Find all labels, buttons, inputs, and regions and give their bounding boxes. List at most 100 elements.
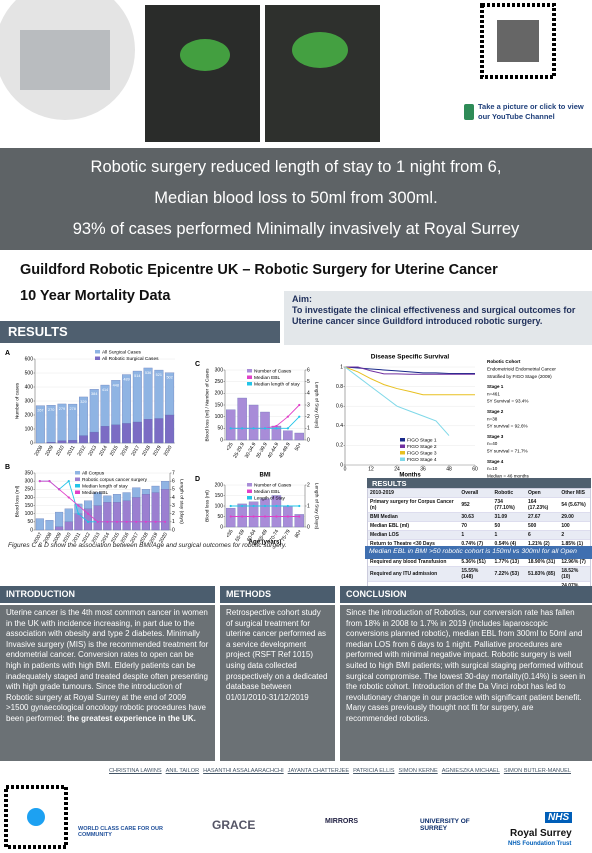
section-heading: CONCLUSION — [340, 586, 592, 603]
table-cell: Median EBL (ml) — [368, 521, 460, 531]
table-cell: 27.67 — [525, 512, 560, 522]
annotation: 5Y survival = 92.6% — [487, 424, 528, 429]
legend-label: FIGO Stage 3 — [407, 450, 437, 456]
table-cell: 164 (17.23%) — [525, 497, 560, 513]
twitter-icon[interactable] — [27, 808, 45, 826]
logo: WORLD CLASS CARE FOR OUR COMMUNITY — [78, 826, 163, 838]
y-tick-label: 0.2 — [336, 443, 343, 449]
y-tick-label: 0.4 — [336, 423, 343, 429]
y2-tick-label: 4 — [307, 391, 310, 397]
table-cell: 18.52% (10) — [559, 566, 590, 582]
legend-label: Robotic corpus cancer surgery — [82, 477, 148, 483]
x-tick-label: 75-79 — [280, 528, 292, 542]
data-label: 489 — [123, 378, 129, 382]
bar — [64, 521, 73, 531]
y2-tick-label: 3 — [307, 402, 310, 408]
data-label: 448 — [113, 383, 119, 387]
x-axis-label: Months — [399, 473, 421, 479]
logo: Royal Surrey — [510, 828, 572, 839]
table-cell: Required any ITU admission — [368, 566, 460, 582]
y2-tick-label: 2 — [307, 414, 310, 420]
bar — [260, 498, 270, 528]
bar — [294, 432, 305, 441]
qr-core — [497, 20, 539, 62]
data-label: 329 — [80, 400, 86, 404]
x-tick-label: 2015 — [109, 444, 120, 457]
y-tick-label: 100 — [215, 503, 224, 509]
x-tick-label: 60-64 — [246, 528, 258, 542]
table-cell: 7.22% (53) — [492, 566, 526, 582]
bar — [112, 502, 121, 531]
bar — [132, 497, 141, 531]
annotation: n=10 — [487, 466, 498, 471]
bar — [84, 508, 93, 531]
y-tick-label: 150 — [215, 493, 224, 499]
header-images: Take a picture or click to view our YouT… — [0, 0, 584, 142]
bar — [68, 440, 78, 444]
y-tick-label: 600 — [25, 356, 34, 362]
section-heading: INTRODUCTION — [0, 586, 215, 603]
line-marker — [229, 427, 232, 430]
legend-swatch — [247, 375, 252, 379]
x-tick-label: 50+ — [294, 442, 303, 452]
legend-swatch — [247, 369, 252, 373]
y2-tick-label: 7 — [172, 470, 175, 476]
section-text: Retrospective cohort study of surgical t… — [226, 608, 328, 702]
author: PATRICIA ELLIS — [353, 768, 395, 774]
results-heading: RESULTS — [0, 321, 280, 343]
chart-title: Disease Specific Survival — [371, 354, 450, 361]
column-header: Open — [525, 489, 560, 498]
bar — [260, 411, 270, 441]
section-text: Since the introduction of Robotics, our … — [346, 608, 586, 723]
data-label: 279 — [59, 407, 65, 411]
robot-arm — [20, 30, 110, 90]
x-tick-label: 2011 — [72, 531, 83, 544]
section-text: Uterine cancer is the 4th most common ca… — [6, 608, 209, 723]
x-tick-label: 2016 — [120, 531, 131, 544]
x-tick-label: 2012 — [77, 444, 88, 457]
table: 2010-2019 Overall Robotic Open Other MIS Prim… — [368, 489, 590, 597]
logo: GRACE — [212, 818, 256, 832]
y-tick-label: 250 — [25, 487, 34, 493]
legend-label: Median EBL — [254, 489, 280, 495]
y-tick-label: 200 — [25, 495, 34, 501]
youtube-link[interactable]: Take a picture or click to view our YouT… — [478, 102, 584, 121]
x-tick-label: 2014 — [100, 531, 111, 544]
qr-code[interactable] — [4, 785, 68, 849]
line — [39, 480, 166, 523]
column-header: Other MIS — [559, 489, 590, 498]
column-header: Robotic — [492, 489, 526, 498]
panel-label: D — [195, 476, 200, 483]
bar — [100, 426, 110, 444]
table-cell: 5.36% (51) — [459, 557, 493, 567]
y-tick-label: 300 — [215, 367, 224, 373]
table-cell: 51.83% (85) — [525, 566, 560, 582]
logo: MIRRORS — [325, 818, 359, 825]
data-label: 414 — [102, 388, 108, 392]
legend-label: FIGO Stage 2 — [407, 444, 437, 450]
column-header: Overall — [459, 489, 493, 498]
survival-line — [344, 366, 475, 374]
annotation: Stratified by FIGO Stage (2009) — [487, 374, 552, 379]
data-label: 267 — [37, 409, 43, 413]
data-label: 278 — [70, 407, 76, 411]
legend-label: Median length of stay — [82, 483, 128, 489]
y-axis-label: Blood loss (ml) — [204, 490, 210, 522]
table-cell: 952 — [459, 497, 493, 513]
x-tick-label: 2018 — [141, 444, 152, 457]
annotation: 5Y survival = 71.7% — [487, 449, 528, 454]
table-cell: Median LOS — [368, 530, 460, 540]
y-axis-label: Blood loss (ml) — [14, 485, 20, 517]
legend-label: Number of Cases — [254, 482, 292, 488]
survival-line — [344, 366, 475, 396]
y2-tick-label: 5 — [172, 487, 175, 493]
x-tick-label: 2012 — [81, 531, 92, 544]
bar — [93, 505, 102, 531]
y-axis-label: Number of cases — [14, 382, 20, 419]
legend-label: FIGO Stage 1 — [407, 437, 437, 443]
y-tick-label: 400 — [25, 384, 34, 390]
legend-swatch — [247, 496, 252, 500]
annotation: Stage 1 — [487, 384, 504, 389]
legend-swatch — [400, 444, 405, 448]
